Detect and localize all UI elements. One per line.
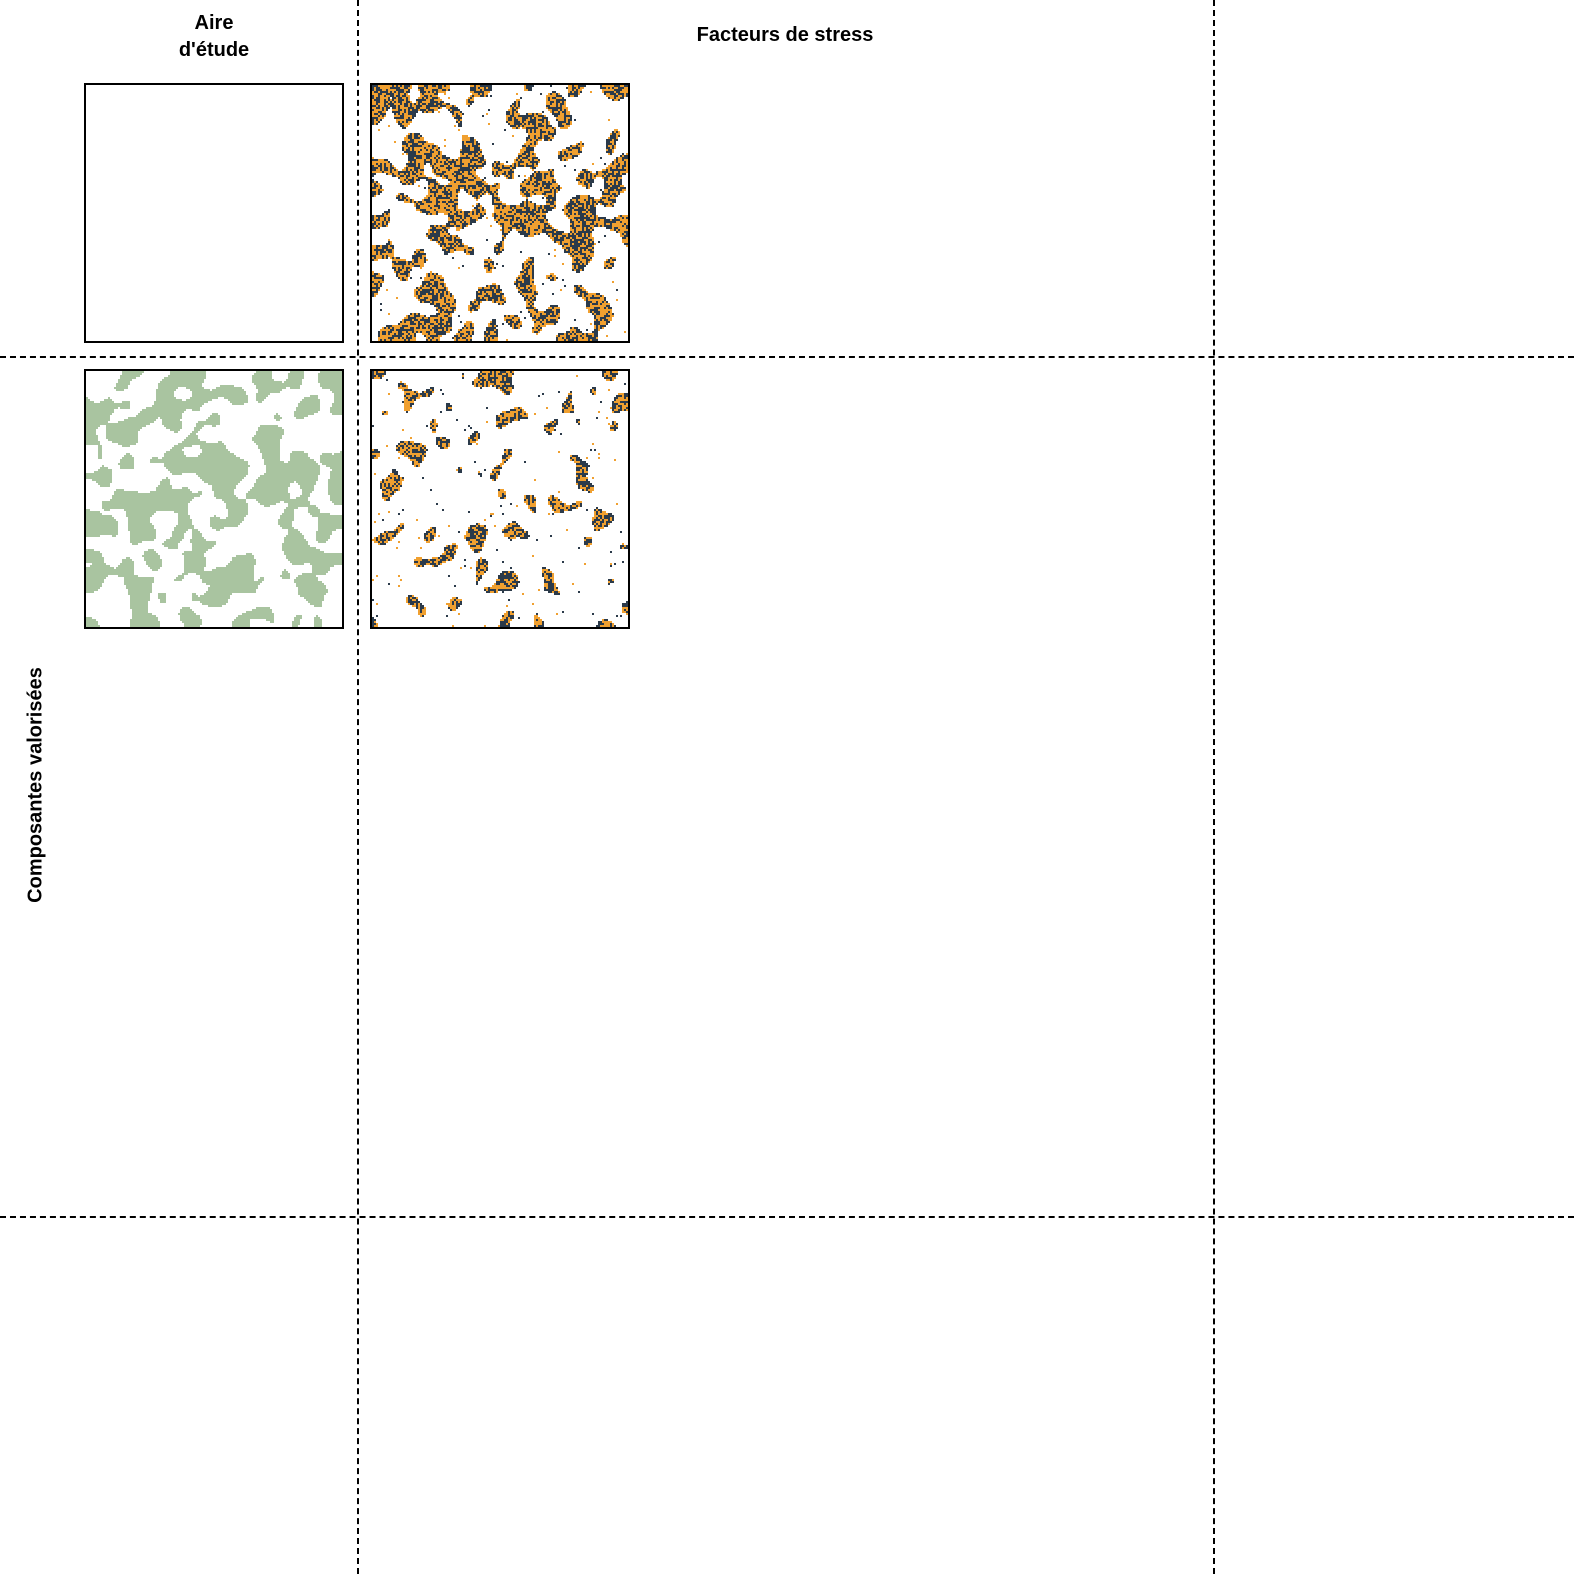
valued-component-panel (84, 369, 344, 629)
vertical-divider-1 (357, 0, 359, 1574)
valued-component-map (86, 371, 342, 627)
study-area-panel (84, 83, 344, 343)
row-header-composantes-valorisees: Composantes valorisées (24, 667, 47, 903)
horizontal-divider-1 (0, 356, 1574, 358)
vertical-divider-2 (1213, 0, 1215, 1574)
column-header-aire-etude: Aire d'étude (178, 12, 250, 61)
stressor-component-overlap-map (372, 371, 628, 627)
study-area-map (86, 85, 342, 341)
stressor-component-overlap-panel (370, 369, 630, 629)
horizontal-divider-2 (0, 1216, 1574, 1218)
stressor-panel (370, 83, 630, 343)
column-header-facteurs-de-stress: Facteurs de stress (696, 24, 874, 46)
stressor-map (372, 85, 628, 341)
